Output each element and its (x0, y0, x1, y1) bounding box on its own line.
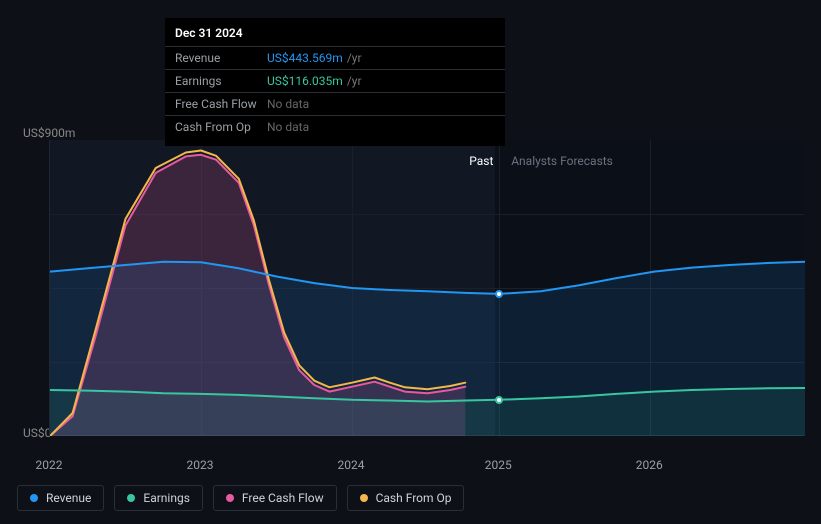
tooltip-value: US$116.035m (267, 74, 343, 88)
y-axis-max-label: US$900m (23, 126, 75, 140)
chart-tooltip: Dec 31 2024 Revenue US$443.569m /yr Earn… (165, 18, 505, 146)
x-axis-label: 2022 (36, 458, 63, 472)
legend: Revenue Earnings Free Cash Flow Cash Fro… (17, 485, 464, 511)
x-axis-label: 2025 (485, 458, 512, 472)
series-marker-icon (495, 290, 503, 298)
tooltip-nodata: No data (267, 120, 309, 134)
legend-item-revenue[interactable]: Revenue (17, 485, 104, 511)
legend-label: Revenue (46, 491, 91, 505)
legend-item-earnings[interactable]: Earnings (114, 485, 203, 511)
legend-item-fcf[interactable]: Free Cash Flow (213, 485, 337, 511)
tooltip-row-revenue: Revenue US$443.569m /yr (165, 47, 505, 70)
chart-container: US$900m US$0 Past Analysts Forecasts 202… (17, 122, 807, 472)
past-region-label: Past (469, 154, 493, 168)
chart-svg (50, 140, 805, 436)
plot-area[interactable]: Past Analysts Forecasts (49, 140, 804, 436)
legend-label: Cash From Op (376, 491, 452, 505)
tooltip-label: Free Cash Flow (175, 97, 267, 111)
legend-label: Free Cash Flow (242, 491, 324, 505)
tooltip-label: Revenue (175, 51, 267, 65)
tooltip-row-cfo: Cash From Op No data (165, 116, 505, 138)
tooltip-date: Dec 31 2024 (165, 26, 505, 47)
x-axis-label: 2023 (187, 458, 214, 472)
tooltip-label: Earnings (175, 74, 267, 88)
x-axis-label: 2026 (636, 458, 663, 472)
series-marker-icon (495, 396, 503, 404)
tooltip-row-fcf: Free Cash Flow No data (165, 93, 505, 116)
forecast-region-label: Analysts Forecasts (511, 154, 613, 168)
tooltip-label: Cash From Op (175, 120, 267, 134)
legend-dot-icon (127, 494, 135, 502)
tooltip-nodata: No data (267, 97, 309, 111)
x-axis-label: 2024 (338, 458, 365, 472)
y-axis-min-label: US$0 (23, 426, 51, 440)
tooltip-unit: /yr (347, 74, 362, 88)
tooltip-value: US$443.569m (267, 51, 343, 65)
legend-item-cfo[interactable]: Cash From Op (347, 485, 465, 511)
tooltip-row-earnings: Earnings US$116.035m /yr (165, 70, 505, 93)
legend-dot-icon (360, 494, 368, 502)
legend-label: Earnings (143, 491, 190, 505)
legend-dot-icon (226, 494, 234, 502)
legend-dot-icon (30, 494, 38, 502)
tooltip-unit: /yr (347, 51, 362, 65)
